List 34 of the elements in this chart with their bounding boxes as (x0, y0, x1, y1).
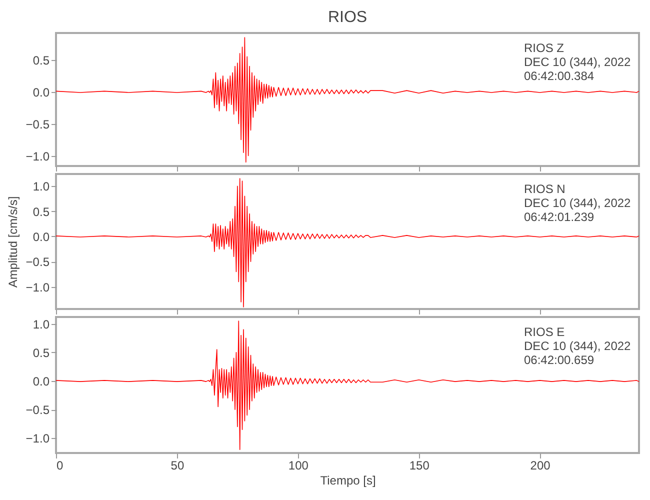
annotation: 06:42:01.239 (524, 210, 594, 224)
line-series (56, 320, 639, 450)
x-tick-label: 150 (409, 458, 430, 472)
annotation: RIOS N (524, 182, 566, 196)
y-tick-label: 0.0 (32, 374, 50, 388)
y-tick-label: −0.5 (26, 117, 50, 132)
y-tick-label: 0.5 (32, 204, 50, 219)
y-axis-title: Amplitud [cm/s/s] (6, 196, 20, 288)
y-tick-label: 1.0 (32, 317, 50, 332)
x-tick-label: 100 (288, 458, 309, 472)
y-tick-label: −1.0 (26, 432, 50, 446)
annotation: 06:42:00.384 (524, 69, 594, 83)
x-tick-label: 0 (56, 458, 64, 472)
annotation: RIOS E (524, 325, 565, 339)
y-tick-label: −0.5 (26, 255, 50, 270)
annotation: RIOS Z (524, 41, 564, 55)
y-tick-label: 0.5 (32, 346, 50, 360)
y-tick-label: 0.0 (32, 85, 50, 100)
y-tick-label: −1.0 (26, 280, 50, 294)
x-tick-label: 50 (170, 458, 184, 472)
line-series (56, 178, 639, 308)
y-tick-label: 0.5 (32, 53, 50, 68)
y-tick-label: −0.5 (26, 403, 50, 418)
annotation: DEC 10 (344), 2022 (524, 196, 632, 210)
line-series (56, 37, 639, 163)
x-tick-label: 200 (530, 458, 551, 472)
y-tick-label: −1.0 (26, 149, 50, 164)
annotation: DEC 10 (344), 2022 (524, 55, 632, 69)
chart-title: RIOS (328, 9, 368, 26)
y-tick-label: 0.0 (32, 230, 50, 244)
y-tick-label: 1.0 (32, 180, 50, 194)
annotation: DEC 10 (344), 2022 (524, 339, 632, 353)
x-axis-title: Tiempo [s] (320, 474, 376, 488)
annotation: 06:42:00.659 (524, 353, 594, 367)
